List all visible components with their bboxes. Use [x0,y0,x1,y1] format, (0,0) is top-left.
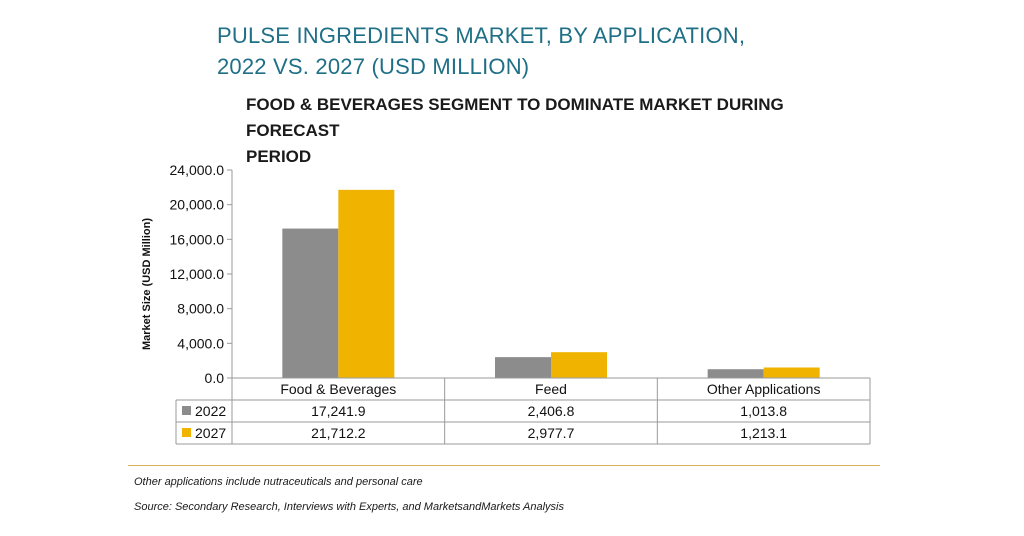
bar-2022-1 [495,357,551,378]
legend-label-2022: 2022 [195,403,226,419]
x-tick-label: Food & Beverages [280,381,396,397]
y-tick-label: 20,000.0 [170,197,225,213]
y-tick-label: 8,000.0 [177,301,224,317]
chart-subtitle-line-2: PERIOD [246,147,312,166]
y-tick-label: 16,000.0 [170,231,225,247]
footnote: Other applications include nutraceutical… [134,476,423,488]
chart-title-line-2: 2022 VS. 2027 (USD MILLION) [217,54,530,79]
x-tick-label: Other Applications [707,381,821,397]
bar-2027-0 [338,189,395,378]
data-label: 2,406.8 [528,403,575,419]
bar-2022-2 [707,369,764,378]
chart-subtitle-line-1: FOOD & BEVERAGES SEGMENT TO DOMINATE MAR… [246,95,784,140]
bar-2022-0 [282,228,339,378]
bar-2027-2 [763,367,820,378]
y-tick-label: 4,000.0 [177,335,224,351]
y-tick-label: 24,000.0 [170,162,225,178]
y-axis-label: Market Size (USD Million) [141,218,153,350]
chart-subtitle: FOOD & BEVERAGES SEGMENT TO DOMINATE MAR… [246,92,866,170]
data-label: 17,241.9 [311,403,366,419]
footer-divider [128,465,880,466]
source-note: Source: Secondary Research, Interviews w… [134,501,564,513]
x-tick-label: Feed [535,381,567,397]
data-label: 1,213.1 [740,425,787,441]
chart-title-line-1: PULSE INGREDIENTS MARKET, BY APPLICATION… [217,23,746,48]
data-label: 2,977.7 [528,425,575,441]
data-label: 1,013.8 [740,403,787,419]
legend-swatch-2027 [182,428,191,437]
data-label: 21,712.2 [311,425,366,441]
bar-2027-1 [551,352,607,378]
legend-label-2027: 2027 [195,425,226,441]
y-tick-label: 12,000.0 [170,266,225,282]
legend-swatch-2022 [182,406,191,415]
y-tick-label: 0.0 [205,370,225,386]
chart-title: PULSE INGREDIENTS MARKET, BY APPLICATION… [217,20,817,82]
